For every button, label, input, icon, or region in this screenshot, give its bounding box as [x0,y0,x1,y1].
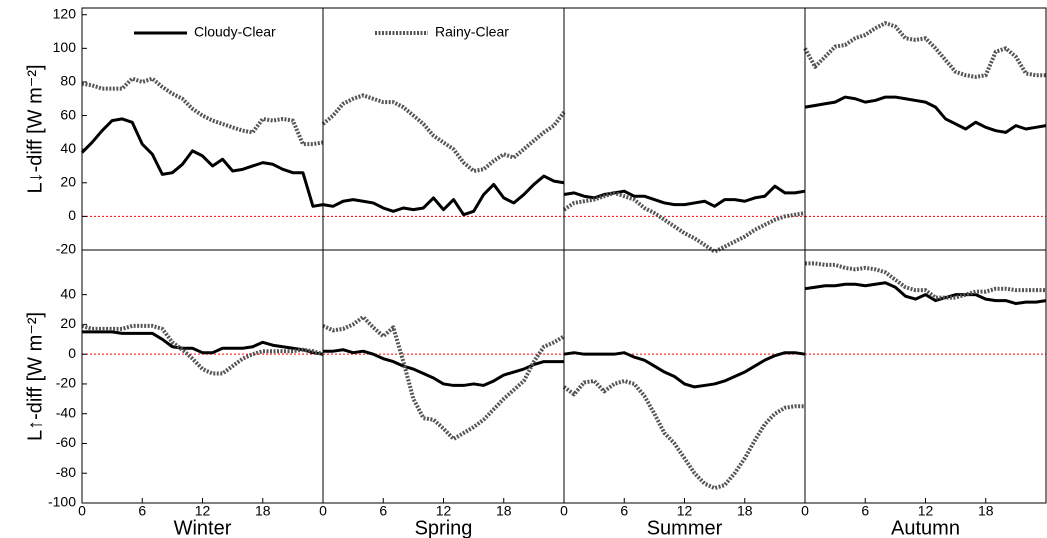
x-tick-label: 0 [560,503,568,519]
panel-frame [81,7,324,251]
x-tick-label: 18 [737,503,753,519]
series-line [82,330,324,356]
x-axis-title: Autumn [891,517,960,538]
panel-frame [804,249,1047,504]
series-line [562,190,806,254]
panel-frame [563,249,806,504]
series-line [323,348,564,387]
x-tick-label: 0 [319,503,327,519]
x-tick-label: 6 [138,503,146,519]
legend-label: Cloudy-Clear [194,24,276,40]
y-axis-title: L↓-diff [W m⁻²] [24,64,46,193]
x-axis-title: Spring [415,517,473,538]
y-tick-label: 0 [68,207,76,223]
x-tick-label: 12 [918,503,934,519]
y-tick-label: 20 [60,315,76,331]
series-line [804,281,1047,306]
series-line [803,21,1046,79]
y-axis-title: L↑-diff [W m⁻²] [24,312,46,441]
series-line [321,93,566,174]
x-tick-label: 12 [436,503,452,519]
x-tick-label: 18 [496,503,512,519]
panel-frame [322,7,565,251]
x-tick-label: 6 [861,503,869,519]
y-tick-label: 20 [60,173,76,189]
y-tick-label: 40 [60,285,76,301]
series-line [804,95,1047,134]
x-axis-title: Winter [174,517,232,538]
series-line [81,76,324,147]
x-tick-label: 6 [620,503,628,519]
series-line [562,378,805,491]
legend-label: Rainy-Clear [435,24,509,40]
x-tick-label: 12 [677,503,693,519]
y-tick-label: -80 [56,464,76,480]
x-tick-label: 6 [379,503,387,519]
series-line [563,351,806,389]
y-tick-label: 0 [68,345,76,361]
x-tick-label: 12 [195,503,211,519]
panel-frame [322,249,565,504]
panel-frame [81,249,324,504]
x-axis-title: Summer [647,517,723,538]
y-tick-label: -60 [56,434,76,450]
y-tick-label: 40 [60,140,76,156]
series-line [322,314,566,442]
panel-frame [563,7,806,251]
series-line [80,117,324,208]
y-tick-label: 60 [60,106,76,122]
y-tick-label: 120 [53,5,77,21]
x-tick-label: 18 [978,503,994,519]
y-tick-label: -20 [56,241,76,257]
y-tick-label: 100 [53,39,77,55]
series-line [805,261,1046,300]
y-tick-label: 80 [60,73,76,89]
y-tick-label: -40 [56,404,76,420]
x-tick-label: 18 [255,503,271,519]
x-tick-label: 0 [78,503,86,519]
series-line [322,174,565,217]
x-tick-label: 0 [801,503,809,519]
y-tick-label: -20 [56,375,76,391]
y-tick-label: -100 [48,494,76,510]
